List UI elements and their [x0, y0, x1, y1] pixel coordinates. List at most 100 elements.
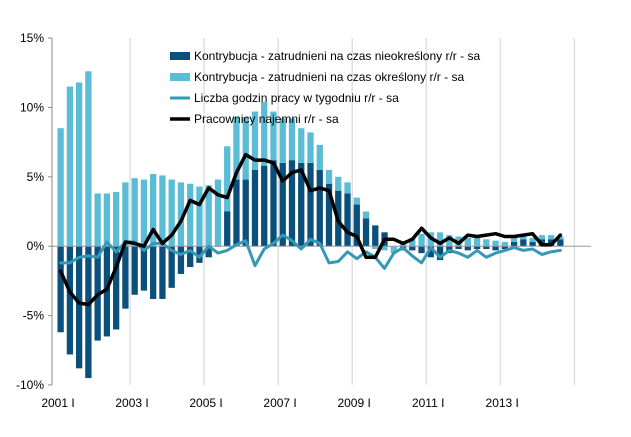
bar — [492, 240, 499, 247]
bars — [57, 71, 564, 379]
x-tick-label: 2009 I — [337, 396, 370, 410]
bar — [168, 246, 175, 288]
bar — [177, 182, 185, 247]
bar — [66, 86, 74, 247]
bar — [85, 71, 92, 247]
bar — [418, 246, 425, 254]
bar — [103, 193, 111, 247]
bar — [122, 182, 129, 247]
bar — [335, 176, 342, 191]
bar — [483, 246, 490, 249]
bar — [307, 132, 314, 163]
bar — [94, 193, 101, 247]
x-tick-label: 2013 I — [486, 396, 519, 410]
y-tick-label: 10% — [20, 100, 44, 114]
bar — [150, 246, 157, 299]
bar — [196, 246, 203, 263]
bar — [75, 82, 83, 247]
bar — [298, 128, 305, 163]
bar — [372, 225, 379, 247]
x-tick-label: 2001 I — [41, 396, 74, 410]
y-tick-labels: 15% 10% 5% 0% -5% -10% — [16, 31, 44, 392]
bar — [529, 237, 536, 243]
bar — [85, 246, 92, 379]
grid — [129, 38, 575, 385]
bar — [510, 242, 518, 247]
bar — [547, 235, 555, 240]
y-tick-label: -10% — [16, 378, 44, 392]
bar — [279, 162, 286, 247]
bar — [75, 246, 83, 369]
bar — [214, 179, 222, 247]
x-tick-label: 2011 I — [412, 396, 444, 410]
bar — [261, 101, 268, 166]
bar — [446, 235, 453, 247]
series-line — [59, 233, 562, 270]
x-tick-label: 2005 I — [189, 396, 222, 410]
bar — [390, 246, 397, 254]
bar — [279, 118, 286, 163]
bar — [492, 246, 499, 251]
legend-swatch — [170, 73, 190, 81]
bar — [224, 146, 231, 212]
bar — [344, 193, 351, 247]
legend-label: Kontrybucja - zatrudnieni na czas nieokr… — [194, 49, 480, 63]
bar — [316, 144, 323, 170]
bar — [196, 186, 203, 247]
bar — [261, 165, 268, 247]
bar — [307, 162, 314, 247]
bar — [436, 246, 444, 261]
bar — [57, 128, 64, 247]
bar — [464, 246, 471, 251]
bar — [270, 160, 277, 247]
bar — [501, 242, 508, 247]
bar — [270, 111, 277, 161]
bar — [103, 246, 111, 337]
lines — [58, 152, 563, 307]
x-tick-labels: 2001 I 2003 I 2005 I 2007 I 2009 I 2011 I 2013… — [41, 396, 519, 410]
bar — [205, 246, 212, 258]
bar — [520, 239, 527, 247]
legend-label: Kontrybucja - zatrudnieni na czas określ… — [194, 70, 464, 84]
bar — [557, 239, 564, 247]
bar — [233, 117, 240, 180]
bar — [242, 117, 249, 180]
legend: Kontrybucja - zatrudnieni na czas nieokr… — [170, 49, 480, 126]
bar — [288, 118, 296, 161]
bar — [409, 237, 416, 247]
bar — [233, 179, 240, 247]
bar — [372, 246, 379, 249]
bar — [344, 182, 351, 194]
x-tick-label: 2003 I — [115, 396, 148, 410]
bar — [131, 246, 138, 295]
y-tick-label: 15% — [20, 31, 44, 45]
bar — [224, 211, 231, 247]
x-tick-label: 2007 I — [263, 396, 296, 410]
bar — [353, 204, 360, 247]
bar — [251, 169, 259, 247]
bar — [520, 235, 527, 240]
bar — [325, 183, 333, 247]
bar — [473, 237, 481, 247]
bar — [483, 239, 490, 247]
bar — [501, 246, 508, 249]
bar — [557, 236, 564, 240]
bar — [418, 233, 425, 247]
y-tick-label: 5% — [27, 170, 45, 184]
bar — [298, 162, 305, 247]
bar — [316, 169, 323, 247]
bar — [510, 237, 518, 243]
bar — [409, 246, 416, 251]
bar — [473, 246, 481, 249]
bar — [325, 169, 333, 184]
bar — [57, 246, 64, 333]
bar — [251, 111, 259, 170]
y-tick-label: -5% — [23, 309, 45, 323]
bar — [66, 246, 74, 355]
bar — [113, 192, 120, 247]
bar — [177, 246, 185, 274]
bar — [168, 179, 175, 247]
bar — [113, 246, 120, 330]
bar — [538, 235, 546, 240]
